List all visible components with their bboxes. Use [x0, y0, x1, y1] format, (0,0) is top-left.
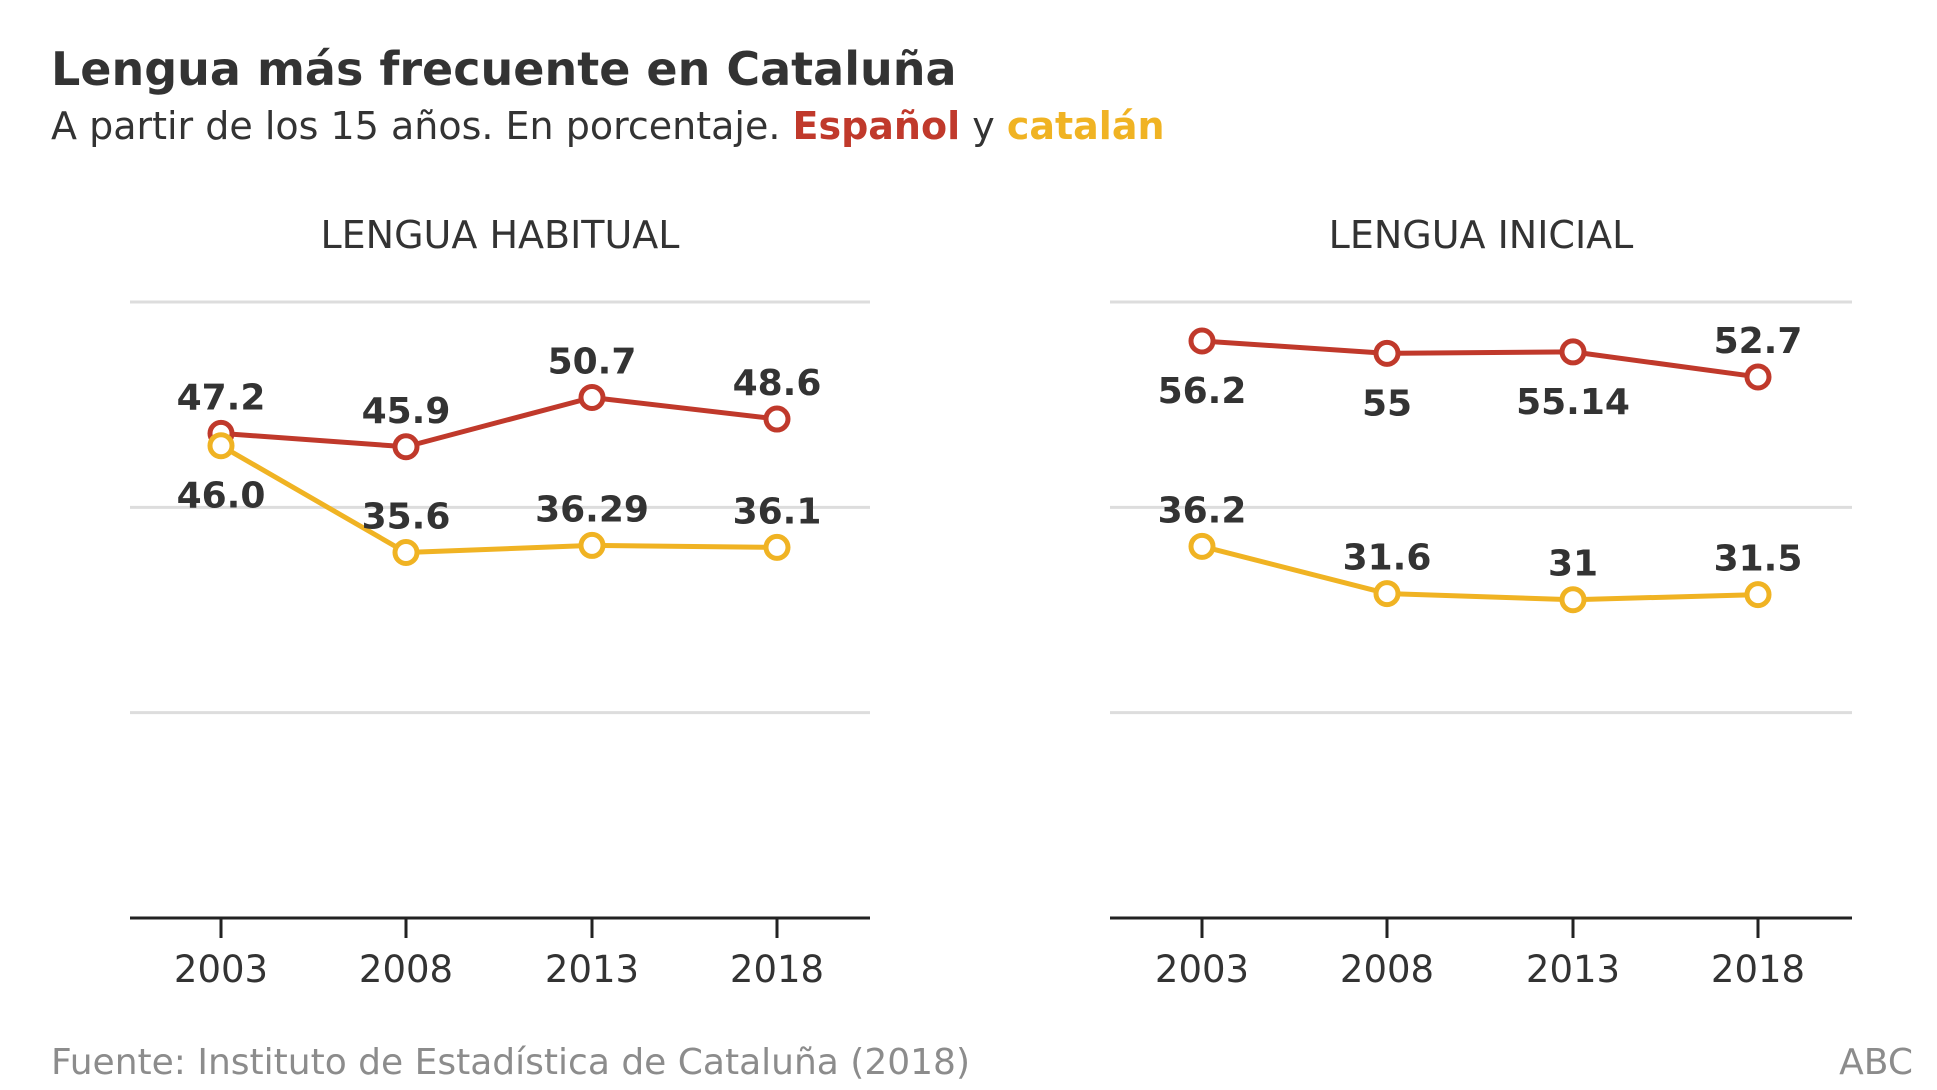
data-label-catalan: 31.6	[1343, 538, 1432, 579]
credit: ABC	[1839, 1042, 1913, 1083]
data-label-catalan: 35.6	[362, 497, 451, 538]
data-label-espanol: 55.14	[1516, 382, 1630, 423]
panel-title: LENGUA HABITUAL	[321, 213, 680, 257]
legend-catalan: catalán	[1006, 104, 1165, 148]
series-line-espanol	[220, 394, 778, 450]
data-point-catalan	[207, 432, 235, 460]
series-line-catalan	[1201, 543, 1759, 603]
data-point-espanol	[578, 383, 606, 411]
data-point-espanol	[1373, 339, 1401, 367]
data-point-espanol	[1559, 338, 1587, 366]
data-label-catalan: 36.29	[535, 489, 649, 530]
data-point-espanol	[1744, 363, 1772, 391]
x-tick-label: 2003	[174, 948, 268, 991]
series-line-espanol	[1201, 338, 1759, 380]
data-label-espanol: 56.2	[1158, 371, 1247, 412]
data-point-catalan	[763, 533, 791, 561]
series-line-catalan	[219, 443, 778, 556]
data-point-catalan	[1373, 580, 1401, 608]
data-label-espanol: 47.2	[177, 377, 266, 418]
data-label-espanol: 45.9	[362, 391, 451, 432]
data-label-catalan: 46.0	[177, 476, 266, 517]
x-tick-label: 2003	[1155, 948, 1249, 991]
legend-espanol: Español	[792, 104, 961, 148]
x-tick-label: 2013	[545, 948, 639, 991]
x-tick-label: 2008	[359, 948, 453, 991]
subtitle-text: A partir de los 15 años. En porcentaje.	[51, 104, 781, 148]
data-label-catalan: 36.1	[733, 491, 822, 532]
x-tick-label: 2018	[1711, 948, 1805, 991]
data-label-espanol: 52.7	[1714, 321, 1803, 362]
panel-title: LENGUA INICIAL	[1329, 213, 1634, 257]
data-label-catalan: 31	[1548, 544, 1598, 585]
x-tick-label: 2013	[1526, 948, 1620, 991]
x-tick-label: 2018	[730, 948, 824, 991]
data-label-espanol: 50.7	[548, 341, 637, 382]
chart-title: Lengua más frecuente en Cataluña	[51, 42, 957, 96]
chart-subtitle: A partir de los 15 años. En porcentaje. …	[51, 104, 1165, 148]
subtitle-connector: y	[972, 104, 995, 148]
data-point-espanol	[763, 405, 791, 433]
x-tick-label: 2008	[1340, 948, 1434, 991]
data-point-espanol	[1188, 327, 1216, 355]
data-label-espanol: 48.6	[733, 363, 822, 404]
data-point-catalan	[1188, 532, 1216, 560]
data-point-espanol	[392, 433, 420, 461]
data-label-catalan: 36.2	[1158, 490, 1247, 531]
data-point-catalan	[578, 531, 606, 559]
data-point-catalan	[1559, 586, 1587, 614]
data-label-catalan: 31.5	[1714, 539, 1803, 580]
data-point-catalan	[392, 539, 420, 567]
source-note: Fuente: Instituto de Estadística de Cata…	[51, 1042, 970, 1083]
data-label-espanol: 55	[1362, 383, 1412, 424]
data-point-catalan	[1744, 581, 1772, 609]
